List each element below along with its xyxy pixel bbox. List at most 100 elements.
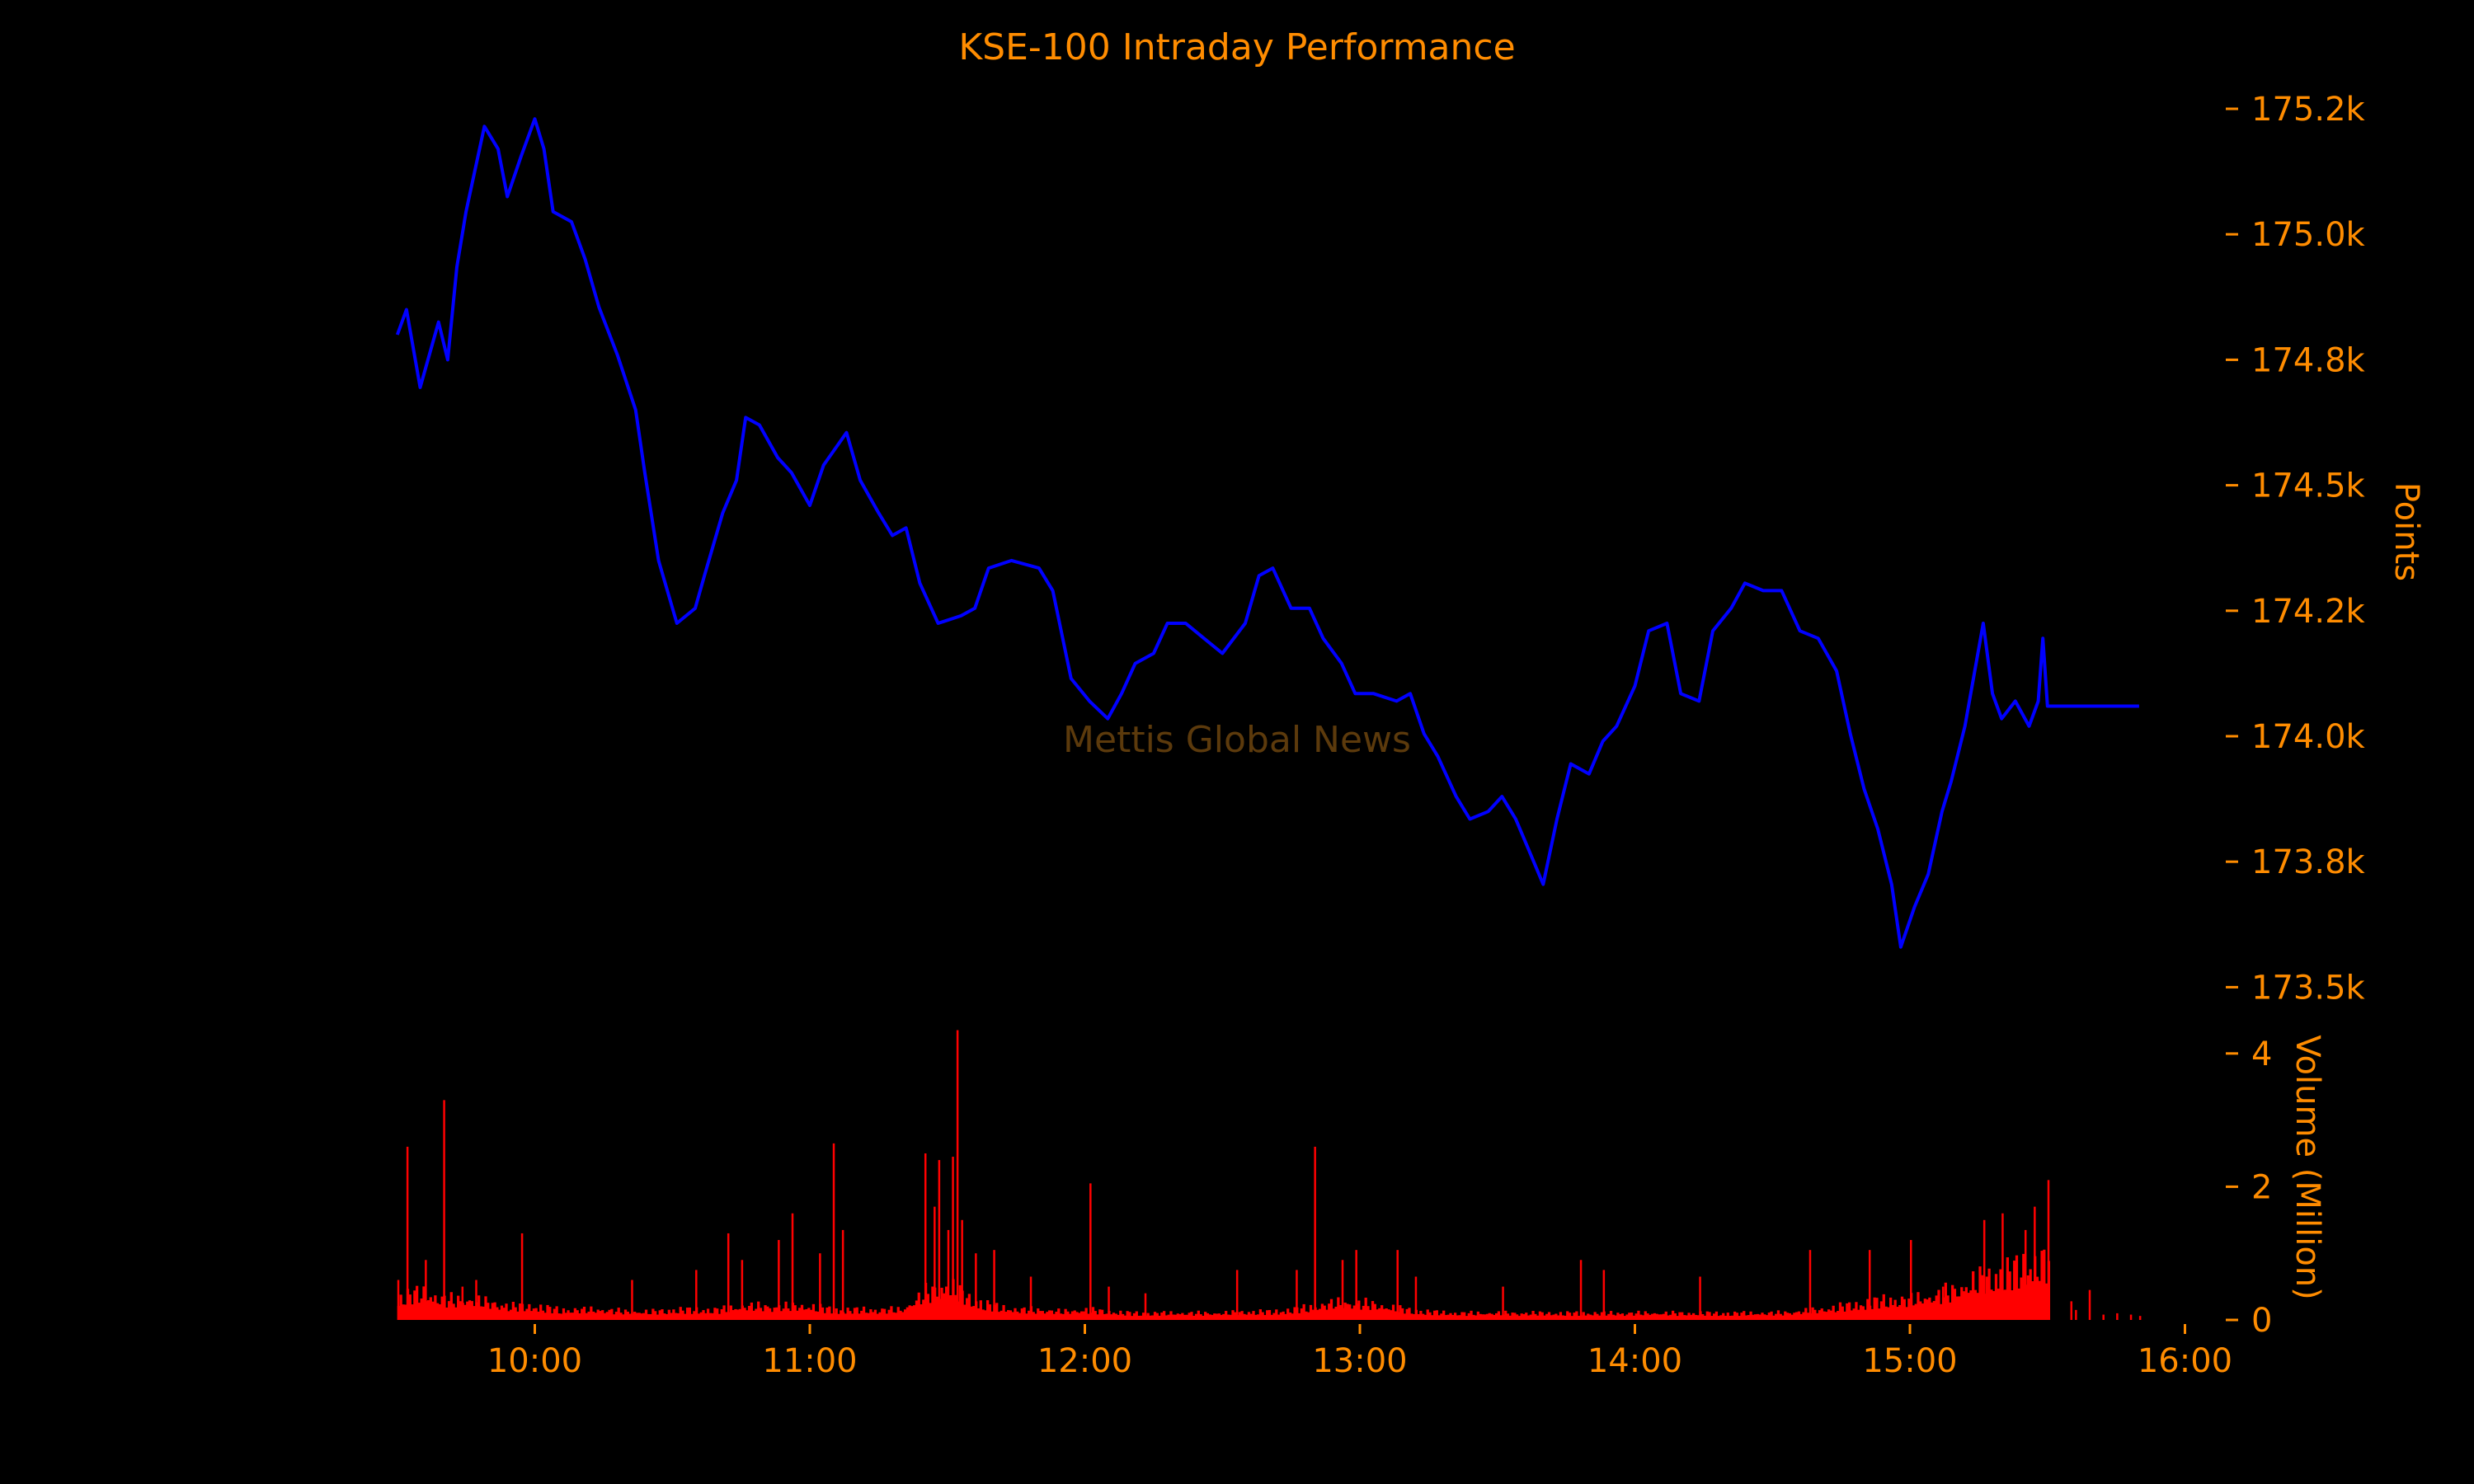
volume-bar (693, 1311, 696, 1320)
volume-bar (610, 1308, 614, 1320)
volume-bar (528, 1303, 531, 1320)
volume-bar (1690, 1314, 1693, 1320)
volume-bar (1664, 1311, 1667, 1320)
volume-bar (1772, 1315, 1776, 1320)
volume-bar (1084, 1308, 1088, 1320)
volume-bar (1658, 1314, 1661, 1320)
volume-bar (461, 1286, 464, 1320)
volume-bar (743, 1308, 746, 1320)
volume-bar (997, 1312, 1001, 1320)
volume-bar (2088, 1289, 2091, 1320)
volume-bar (482, 1306, 485, 1320)
volume-bar (445, 1307, 449, 1320)
volume-bar (1300, 1308, 1304, 1320)
volume-bar (654, 1311, 657, 1320)
volume-bar (922, 1299, 925, 1320)
volume-bar (656, 1314, 660, 1320)
volume-bar (484, 1296, 487, 1320)
volume-bar (896, 1307, 900, 1320)
volume-bar (1646, 1313, 1649, 1320)
volume-bar (2075, 1309, 2077, 1320)
volume-bar (690, 1313, 694, 1320)
volume-bar (1043, 1313, 1047, 1320)
volume-bar (810, 1309, 813, 1320)
volume-bar (2070, 1301, 2073, 1320)
volume-bar (867, 1313, 870, 1320)
volume-bar (1211, 1314, 1214, 1320)
volume-bar (727, 1233, 730, 1320)
volume-bar (745, 1310, 749, 1320)
volume-bar (1634, 1313, 1638, 1320)
volume-bar (1442, 1310, 1446, 1320)
volume-bar (988, 1304, 992, 1320)
volume-bar (819, 1253, 821, 1320)
volume-bar (844, 1313, 847, 1320)
volume-bar (864, 1313, 868, 1320)
volume-bar (1009, 1310, 1013, 1320)
volume-bar (567, 1310, 570, 1320)
volume-bar (1050, 1310, 1054, 1320)
volume-bar (1820, 1308, 1823, 1320)
volume-bar (1004, 1311, 1008, 1320)
volume-bar (1941, 1286, 1945, 1320)
volume-bar (1781, 1315, 1785, 1320)
volume-bar (562, 1308, 566, 1320)
volume-bar (1573, 1313, 1576, 1320)
volume-bar (1919, 1301, 1922, 1320)
volume-bar (1596, 1313, 1599, 1320)
volume-bar (1685, 1315, 1688, 1320)
volume-bar (1699, 1276, 1701, 1320)
volume-bar (1456, 1315, 1460, 1320)
volume-bar (840, 1310, 843, 1320)
volume-bar (697, 1313, 701, 1320)
volume-bar (699, 1312, 703, 1320)
volume-bar (1637, 1310, 1640, 1320)
volume-bar (2015, 1255, 2019, 1320)
volume-bar (1898, 1304, 1902, 1320)
volume-bar (537, 1311, 540, 1320)
volume-bar (1806, 1313, 1810, 1320)
volume-bar (934, 1206, 936, 1320)
volume-bar (901, 1312, 905, 1320)
volume-bar (828, 1306, 831, 1320)
volume-bar (1465, 1316, 1469, 1320)
volume-bar (899, 1310, 902, 1320)
volume-bar (1802, 1312, 1805, 1320)
volume-bar (851, 1313, 854, 1320)
volume-bar (498, 1309, 501, 1320)
volume-bar (878, 1312, 882, 1320)
volume-bar (1632, 1315, 1635, 1320)
volume-bar (619, 1313, 623, 1320)
volume-bar (505, 1303, 508, 1320)
volume-bar (1169, 1311, 1173, 1320)
volume-bar (1046, 1312, 1049, 1320)
volume-bar (1953, 1289, 1957, 1320)
volume-bar (438, 1304, 442, 1320)
volume-bar (1520, 1313, 1523, 1320)
volume-bar (487, 1303, 490, 1320)
volume-bar (1474, 1315, 1478, 1320)
volume-bar (1023, 1307, 1026, 1320)
volume-bar (821, 1307, 825, 1320)
volume-bar (2138, 1316, 2142, 1320)
volume-bar (1600, 1312, 1604, 1320)
price-tick-label: 175.0k (2251, 216, 2366, 254)
volume-bar (1194, 1313, 1198, 1320)
volume-bar (1098, 1309, 1102, 1320)
price-tick-label: 175.2k (2251, 91, 2366, 129)
volume-bar (590, 1306, 593, 1320)
volume-bar (1735, 1313, 1739, 1320)
volume-bar (1937, 1289, 1940, 1320)
volume-bar (2116, 1313, 2119, 1320)
volume-bar (1644, 1311, 1647, 1320)
volume-bar (626, 1312, 629, 1320)
volume-bar (1758, 1314, 1761, 1320)
volume-bar (1360, 1309, 1363, 1320)
volume-bar (647, 1313, 650, 1320)
volume-bar (782, 1308, 785, 1320)
volume-bar (1073, 1310, 1076, 1320)
volume-bar (1857, 1309, 1860, 1320)
volume-bar (672, 1309, 675, 1320)
volume-bar (601, 1310, 604, 1320)
